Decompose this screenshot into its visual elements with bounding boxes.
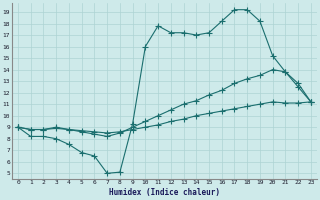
X-axis label: Humidex (Indice chaleur): Humidex (Indice chaleur) [109,188,220,197]
